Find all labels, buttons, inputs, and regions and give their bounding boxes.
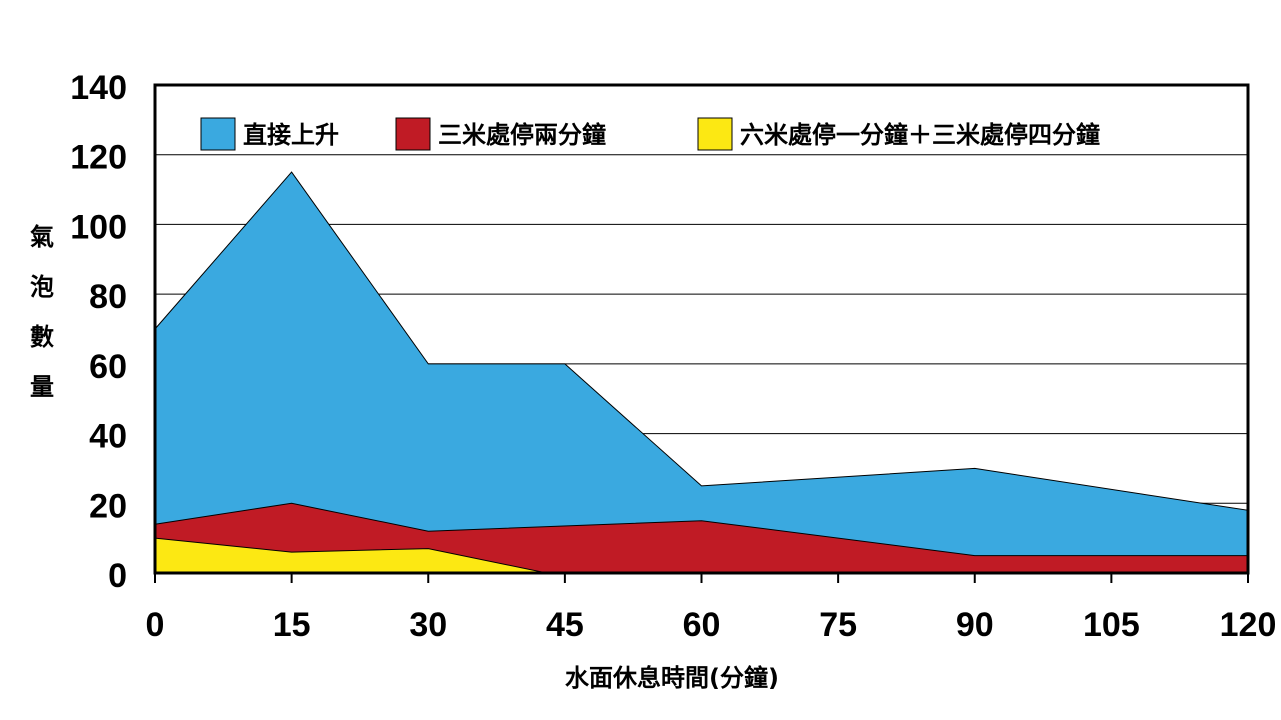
y-tick-label: 140	[70, 69, 127, 107]
x-axis-ticks: 0 15 30 45 60 75 90 105 120	[146, 573, 1277, 644]
y-tick-label: 100	[70, 208, 127, 246]
y-tick-label: 80	[89, 278, 127, 316]
x-tick-label: 120	[1220, 606, 1277, 644]
x-tick-label: 105	[1083, 606, 1140, 644]
legend-swatch	[395, 117, 431, 151]
legend-swatch	[200, 117, 236, 151]
legend-label: 六米處停一分鐘＋三米處停四分鐘	[740, 121, 1100, 149]
y-axis-ticks: 0 20 40 60 80 100 120 140	[70, 69, 127, 595]
y-axis-title-char: 數	[30, 323, 54, 351]
legend-label: 直接上升	[243, 121, 339, 149]
y-axis-title-char: 量	[30, 373, 54, 401]
y-axis-title-char: 氣	[30, 223, 54, 251]
x-tick-label: 60	[683, 606, 721, 644]
x-tick-label: 45	[546, 606, 584, 644]
y-tick-label: 60	[89, 348, 127, 386]
x-tick-label: 90	[956, 606, 994, 644]
legend-label: 三米處停兩分鐘	[438, 121, 606, 149]
y-tick-label: 40	[89, 418, 127, 456]
x-axis-title: 水面休息時間(分鐘)	[565, 664, 779, 692]
x-tick-label: 0	[146, 606, 165, 644]
legend-swatch	[697, 117, 733, 151]
x-tick-label: 30	[409, 606, 447, 644]
series-areas	[154, 171, 1249, 574]
y-axis-title-char: 泡	[30, 273, 54, 301]
y-tick-label: 0	[108, 557, 127, 595]
y-tick-label: 20	[89, 487, 127, 525]
y-tick-label: 120	[70, 139, 127, 177]
x-tick-label: 75	[819, 606, 857, 644]
x-tick-label: 15	[273, 606, 311, 644]
legend: 直接上升 三米處停兩分鐘 六米處停一分鐘＋三米處停四分鐘	[200, 117, 1100, 151]
